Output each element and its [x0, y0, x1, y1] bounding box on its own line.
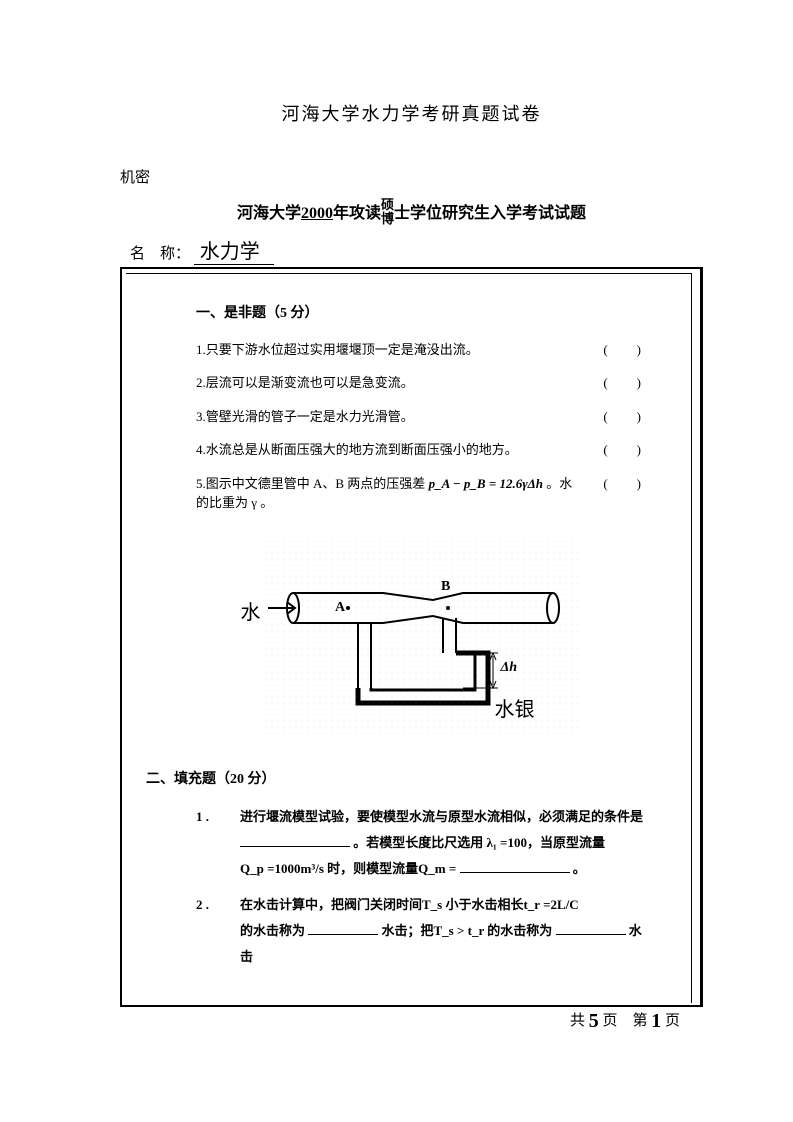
content-inner: 一、是非题（5 分） 1.只要下游水位超过实用堰堰顶一定是淹没出流。 ( ) 2…	[126, 273, 692, 1003]
q2-1-l3b: 。	[573, 861, 586, 876]
secret-label: 机密	[120, 166, 703, 187]
subtitle-degree-frac: 硕博	[381, 198, 394, 227]
q1-2-paren: ( )	[603, 373, 649, 393]
subtitle-year: 2000	[301, 205, 333, 222]
q2-1-blank1	[240, 833, 350, 847]
q2-2-blank2	[556, 921, 626, 935]
footer-b: 页 第	[602, 1013, 647, 1029]
subject-line: 名 称： 水力学	[130, 235, 703, 265]
q2-1-l2a: 。若模型长度比尺选用 λ₁ =100，当原型流量	[353, 835, 605, 850]
q2-1-blank2	[460, 859, 570, 873]
q1-4: 4.水流总是从断面压强大的地方流到断面压强小的地方。 ( )	[196, 440, 649, 460]
content-frame: 一、是非题（5 分） 1.只要下游水位超过实用堰堰顶一定是淹没出流。 ( ) 2…	[120, 267, 703, 1007]
q1-5: 5.图示中文德里管中 A、B 两点的压强差 p_A − p_B = 12.6γΔ…	[196, 474, 649, 513]
q1-1: 1.只要下游水位超过实用堰堰顶一定是淹没出流。 ( )	[196, 340, 649, 360]
q1-3: 3.管壁光滑的管子一定是水力光滑管。 ( )	[196, 407, 649, 427]
subject-value: 水力学	[194, 235, 274, 265]
q1-5-pre: 5.图示中文德里管中 A、B 两点的压强差	[196, 476, 429, 491]
venturi-diagram: A B 水 Δh 水银	[263, 538, 583, 738]
subtitle-mid: 年攻读	[333, 205, 381, 222]
q1-2-text: 2.层流可以是渐变流也可以是急变流。	[196, 373, 603, 393]
subtitle-pre: 河海大学	[237, 205, 301, 222]
q1-5-text: 5.图示中文德里管中 A、B 两点的压强差 p_A − p_B = 12.6γΔ…	[196, 474, 603, 513]
q1-4-text: 4.水流总是从断面压强大的地方流到断面压强小的地方。	[196, 440, 603, 460]
q1-1-paren: ( )	[603, 340, 649, 360]
footer-total: 5	[589, 1010, 599, 1033]
q2-1-l3a: Q_p =1000m³/s 时，则模型流量Q_m =	[240, 861, 456, 876]
q2-1-num: 1 .	[196, 804, 240, 882]
q1-5-formula: p_A − p_B = 12.6γΔh	[429, 476, 543, 491]
section1-heading: 一、是非题（5 分）	[196, 302, 649, 322]
footer-c: 页	[665, 1013, 680, 1029]
q2-1-l1: 进行堰流模型试验，要使模型水流与原型水流相似，必须满足的条件是	[240, 809, 643, 824]
footer-a: 共	[570, 1013, 585, 1029]
q1-1-text: 1.只要下游水位超过实用堰堰顶一定是淹没出流。	[196, 340, 603, 360]
q2-2-l2b: 水击；把T_s > t_r 的水击称为	[382, 923, 553, 938]
q2-2-l2a: 的水击称为	[240, 923, 305, 938]
q2-2: 2 . 在水击计算中，把阀门关闭时间T_s 小于水击相长t_r =2L/C 的水…	[196, 892, 649, 970]
exam-subtitle: 河海大学2000年攻读硕博士学位研究生入学考试试题	[120, 199, 703, 229]
section2-heading: 二、填充题（20 分）	[146, 768, 649, 788]
page-title: 河海大学水力学考研真题试卷	[120, 100, 703, 126]
page-footer: 共 5 页 第 1 页	[570, 1009, 680, 1033]
diagram-grid	[263, 538, 583, 738]
q1-5-paren: ( )	[603, 474, 649, 513]
q1-2: 2.层流可以是渐变流也可以是急变流。 ( )	[196, 373, 649, 393]
q2-2-blank1	[308, 921, 378, 935]
subject-label: 名 称：	[130, 246, 190, 262]
q2-2-num: 2 .	[196, 892, 240, 970]
q2-1-body: 进行堰流模型试验，要使模型水流与原型水流相似，必须满足的条件是 。若模型长度比尺…	[240, 804, 649, 882]
q2-2-l1: 在水击计算中，把阀门关闭时间T_s 小于水击相长t_r =2L/C	[240, 897, 579, 912]
diagram-water-label: 水	[241, 596, 261, 625]
q2-2-body: 在水击计算中，把阀门关闭时间T_s 小于水击相长t_r =2L/C 的水击称为 …	[240, 892, 649, 970]
exam-page: 河海大学水力学考研真题试卷 机密 河海大学2000年攻读硕博士学位研究生入学考试…	[0, 0, 793, 1122]
footer-current: 1	[651, 1010, 661, 1033]
diagram-mercury-label: 水银	[495, 693, 535, 722]
q1-3-paren: ( )	[603, 407, 649, 427]
q1-3-text: 3.管壁光滑的管子一定是水力光滑管。	[196, 407, 603, 427]
q2-1: 1 . 进行堰流模型试验，要使模型水流与原型水流相似，必须满足的条件是 。若模型…	[196, 804, 649, 882]
frac-bot: 博	[381, 211, 394, 226]
q1-4-paren: ( )	[603, 440, 649, 460]
diagram-dh-label: Δh	[501, 660, 518, 676]
subtitle-post: 士学位研究生入学考试试题	[394, 205, 586, 222]
frac-top: 硕	[381, 197, 394, 212]
